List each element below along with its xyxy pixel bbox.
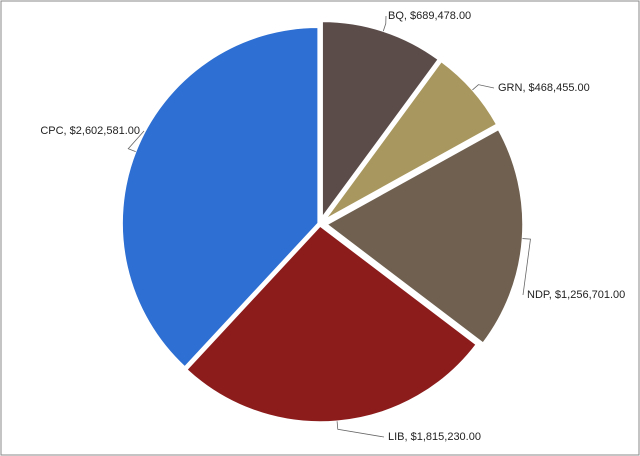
data-label: CPC, $2,602,581.00 [40,125,140,137]
pie-slice [325,128,524,345]
leader-line [127,130,145,153]
leader-line [382,15,387,32]
leader-line [472,84,495,91]
data-label: NDP, $1,256,701.00 [527,289,625,301]
pie-slice [321,20,440,220]
data-label: LIB, $1,815,230.00 [388,431,481,443]
data-label: BQ, $689,478.00 [388,10,471,22]
data-label: GRN, $468,455.00 [498,82,590,94]
pie-slice [185,224,478,423]
pie-slice [121,26,319,368]
leader-line [336,421,385,438]
leader-line [522,238,531,296]
